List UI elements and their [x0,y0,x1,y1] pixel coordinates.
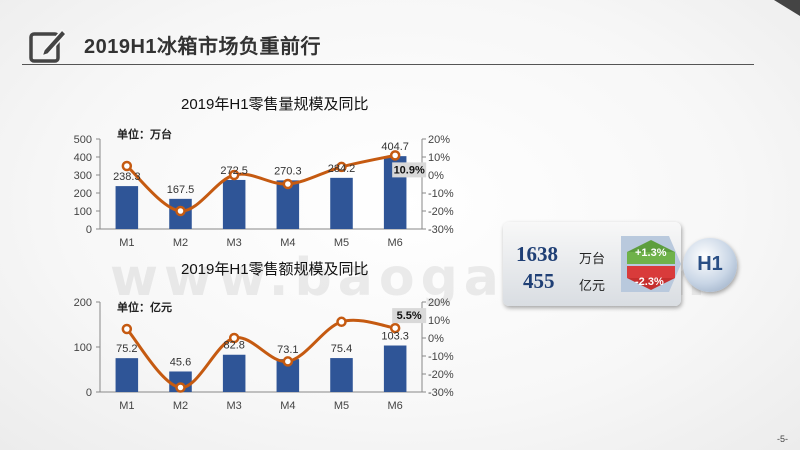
yoy-point [121,323,133,335]
bar-value-label: 167.5 [167,184,195,196]
y2-tick-label: 10% [428,315,450,327]
y2-tick-label: -20% [428,369,454,381]
x-tick-label: M1 [119,237,134,249]
summary-volume-change: +1.3% [635,247,667,259]
h1-summary-panel: 1638 万台 +1.3% 455 亿元 -2.3% H1 [503,222,739,306]
y2-tick-label: -20% [428,206,454,218]
highlight-label: 5.5% [397,310,422,322]
summary-volume-unit: 万台 [579,251,606,266]
x-tick-label: M2 [173,237,188,249]
highlight-box [392,162,427,178]
slide-title: 2019H1冰箱市场负重前行 [84,36,322,58]
yoy-point [389,150,401,161]
bar [115,186,139,229]
chart1-title: 2019年H1零售量规模及同比 [181,96,369,113]
yoy-point [175,382,186,393]
summary-amount-change: -2.3% [635,276,664,288]
x-tick-label: M1 [119,400,134,412]
y-tick-label: 400 [74,152,92,164]
y-tick-label: 200 [74,188,92,200]
bar [222,179,246,229]
corner-decoration [774,0,800,16]
y2-tick-label: 10% [428,152,450,164]
yoy-point [336,316,347,328]
y2-tick-label: -30% [428,387,454,399]
x-tick-label: M4 [280,237,295,249]
x-tick-label: M3 [227,237,242,249]
x-tick-label: M4 [280,400,295,412]
bar-value-label: 238.3 [113,171,141,183]
bar-value-label: 75.4 [331,343,352,355]
bar [330,177,353,229]
chart2-unit: 单位：亿元 [117,302,172,314]
y-tick-label: 0 [86,387,92,399]
y2-tick-label: -10% [428,188,454,200]
change-arrows-icon [621,236,681,292]
bar-value-label: 284.2 [328,163,356,175]
y-tick-label: 100 [74,206,92,218]
title-divider [22,64,754,65]
yoy-point [175,205,186,217]
yoy-point [389,322,401,334]
highlight-label: 10.9% [394,164,425,176]
bar-value-label: 270.3 [274,165,302,177]
bar [222,354,246,392]
yoy-point [336,161,347,173]
bar-value-label: 73.1 [277,344,298,356]
x-tick-label: M6 [388,400,403,412]
page-number: -5- [777,434,788,444]
x-tick-label: M3 [227,400,242,412]
summary-amount-unit: 亿元 [579,278,606,293]
yoy-point [228,332,240,344]
yoy-point [282,178,294,190]
bar-value-label: 404.7 [381,141,409,153]
y-tick-label: 0 [86,224,92,236]
yoy-line [125,318,396,389]
chart1-unit: 单位：万台 [117,129,172,141]
x-tick-label: M2 [173,400,188,412]
x-tick-label: M6 [388,237,403,249]
y-tick-label: 500 [74,134,92,146]
x-tick-label: M5 [334,400,349,412]
bar-value-label: 103.3 [381,331,409,343]
edit-icon [29,28,68,63]
y2-tick-label: 0% [428,333,444,345]
y-tick-label: 200 [74,297,92,309]
yoy-point [121,160,133,172]
x-tick-label: M5 [334,237,349,249]
yoy-point [228,169,240,181]
y2-tick-label: -10% [428,351,454,363]
yoy-point [282,356,294,367]
summary-amount: 455 [523,269,555,293]
bar [276,359,300,392]
chart2-title: 2019年H1零售额规模及同比 [181,261,369,278]
y2-tick-label: -30% [428,224,454,236]
y-tick-label: 300 [74,170,92,182]
bar-value-label: 45.6 [170,356,191,368]
bar [276,180,300,229]
bar-value-label: 272.5 [220,165,248,177]
bar-value-label: 75.2 [116,343,137,355]
h1-badge-label: H1 [697,253,723,275]
y2-tick-label: 0% [428,170,444,182]
y2-tick-label: 20% [428,297,450,309]
bar-value-label: 82.8 [223,340,244,352]
highlight-box [392,308,427,324]
bar [383,345,407,392]
h1-badge: H1 [683,238,737,292]
bar [115,358,139,392]
summary-volume: 1638 [516,242,558,266]
y2-tick-label: 20% [428,134,450,146]
y-tick-label: 100 [74,342,92,354]
bar [330,358,353,392]
